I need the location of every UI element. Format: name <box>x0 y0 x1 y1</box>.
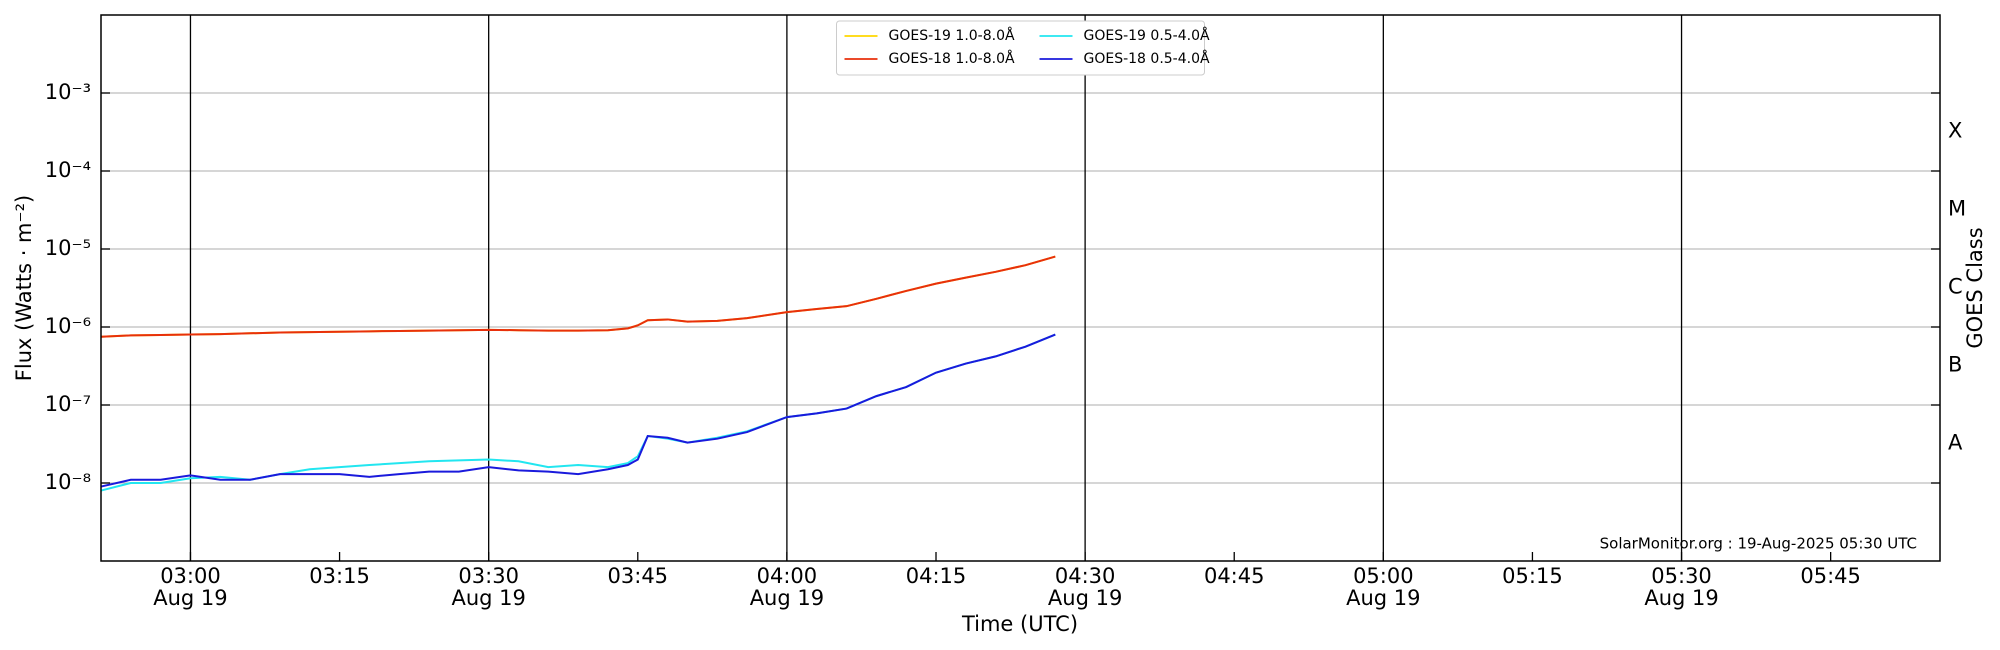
y2-tick-label: B <box>1948 353 1962 377</box>
x-tick-label: 03:15 <box>309 564 370 588</box>
y-tick-label: 10⁻⁵ <box>45 236 91 260</box>
y2-tick-label: X <box>1948 119 1962 143</box>
legend-label: GOES-19 0.5-4.0Å <box>1084 27 1210 44</box>
x-tick-label: 04:45 <box>1204 564 1265 588</box>
y-tick-label: 10⁻⁴ <box>45 158 91 182</box>
legend-box <box>836 20 1205 76</box>
x-tick-date: Aug 19 <box>750 586 824 610</box>
y-tick-label: 10⁻⁶ <box>45 314 91 338</box>
x-tick-label: 03:00 <box>160 564 221 588</box>
series-line <box>100 255 1056 338</box>
x-tick-label: 04:15 <box>906 564 967 588</box>
y2-axis-label: GOES Class <box>1963 227 1987 348</box>
x-tick-date: Aug 19 <box>153 586 227 610</box>
x-tick-label: 04:00 <box>757 564 818 588</box>
series-line <box>100 333 1056 488</box>
legend-label: GOES-18 1.0-8.0Å <box>889 50 1015 67</box>
series-line <box>100 333 1056 492</box>
y-tick-label: 10⁻⁸ <box>45 470 91 494</box>
legend-label: GOES-19 1.0-8.0Å <box>889 27 1015 44</box>
x-tick-label: 05:30 <box>1651 564 1712 588</box>
y-axis-label: Flux (Watts · m⁻²) <box>12 195 36 381</box>
annotation: SolarMonitor.org : 19-Aug-2025 05:30 UTC <box>1600 535 1917 553</box>
x-tick-label: 05:45 <box>1800 564 1861 588</box>
x-tick-label: 05:15 <box>1502 564 1563 588</box>
x-tick-date: Aug 19 <box>1644 586 1718 610</box>
y2-tick-label: A <box>1948 431 1963 455</box>
plot-frame <box>100 14 1941 562</box>
x-tick-label: 05:00 <box>1353 564 1414 588</box>
x-tick-label: 03:45 <box>608 564 669 588</box>
legend: GOES-19 1.0-8.0Å GOES-18 1.0-8.0Å GOES-19 … <box>836 20 1210 76</box>
y-tick-label: 10⁻³ <box>45 80 91 104</box>
x-axis-label: Time (UTC) <box>961 612 1078 636</box>
x-tick-label: 03:30 <box>458 564 519 588</box>
y2-tick-label: M <box>1948 197 1966 221</box>
series-line <box>100 255 1056 338</box>
y2-tick-label: C <box>1948 275 1963 299</box>
y-tick-label: 10⁻⁷ <box>45 392 91 416</box>
x-tick-label: 04:30 <box>1055 564 1116 588</box>
x-tick-date: Aug 19 <box>1048 586 1122 610</box>
x-tick-date: Aug 19 <box>1346 586 1420 610</box>
x-tick-date: Aug 19 <box>451 586 525 610</box>
legend-label: GOES-18 0.5-4.0Å <box>1084 50 1210 67</box>
